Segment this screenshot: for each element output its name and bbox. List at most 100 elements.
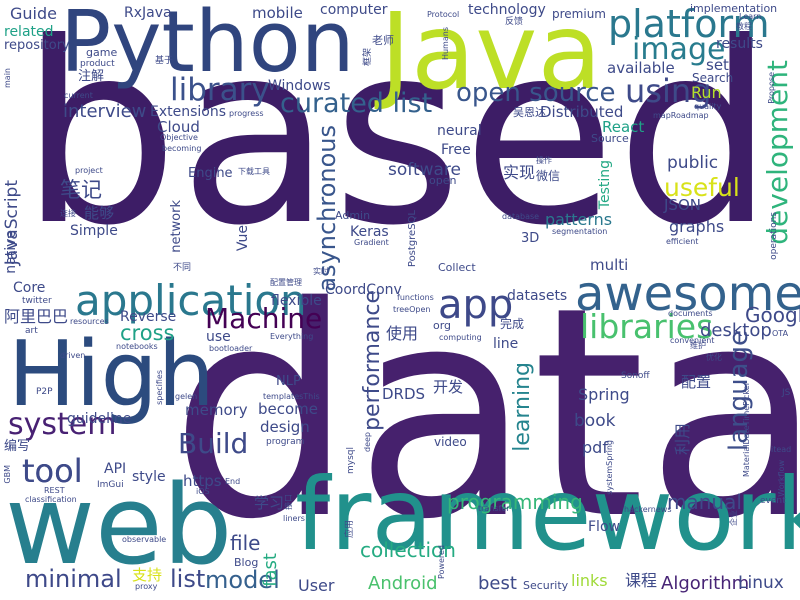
cloud-word: mapRoadmap — [653, 111, 709, 120]
cloud-word: Gradient — [354, 238, 389, 247]
cloud-word: based — [20, 0, 775, 280]
cloud-word: 注解 — [78, 69, 105, 84]
cloud-word: Keras — [350, 224, 389, 240]
cloud-word: PostgreSQL — [407, 210, 418, 268]
cloud-word: platform — [608, 2, 770, 46]
cloud-word: Powered — [437, 545, 446, 580]
cloud-word: becoming — [162, 144, 202, 153]
cloud-word: become — [258, 400, 319, 418]
cloud-word: 配置管理 — [270, 278, 302, 287]
cloud-word: database — [502, 212, 540, 221]
cloud-word: resources — [70, 317, 109, 326]
cloud-word: network — [169, 200, 184, 253]
cloud-word: program — [266, 437, 305, 447]
cloud-word: implementation — [690, 2, 778, 15]
cloud-word: set — [706, 56, 729, 74]
cloud-word: systemSpring — [605, 440, 614, 495]
cloud-word: datasets — [507, 288, 568, 304]
cloud-word: 实时 — [313, 267, 329, 276]
cloud-word: app — [438, 282, 514, 328]
cloud-word: framework — [295, 456, 800, 573]
cloud-word: web — [5, 461, 233, 589]
cloud-word: design — [260, 418, 310, 436]
cloud-word: 编写 — [4, 439, 31, 454]
cloud-word: neural — [437, 123, 482, 139]
cloud-word: documents — [668, 309, 713, 318]
cloud-word: 应用 — [345, 520, 355, 539]
cloud-word: open source — [456, 78, 616, 108]
cloud-word: multi — [590, 256, 629, 274]
cloud-word: performance — [360, 290, 385, 431]
cloud-word: 阿里巴巴 — [4, 307, 69, 326]
cloud-word: JS — [782, 388, 791, 398]
cloud-word: 微信 — [536, 169, 561, 183]
cloud-word: file — [230, 531, 261, 555]
cloud-word: 不同 — [173, 263, 192, 273]
cloud-word: Guide — [10, 4, 57, 23]
cloud-word: links — [571, 571, 608, 590]
cloud-word: functions — [397, 293, 434, 302]
cloud-word: Cloud — [157, 118, 200, 136]
cloud-word: use — [206, 329, 231, 345]
cloud-word: notebooks — [116, 342, 158, 351]
cloud-word: Reverse — [120, 309, 177, 325]
cloud-word: fast — [260, 553, 281, 587]
cloud-word: useful — [664, 173, 740, 202]
cloud-word: org — [433, 319, 452, 332]
cloud-word: CoordConv — [325, 282, 402, 298]
cloud-word: Google — [745, 303, 800, 327]
cloud-word: native — [3, 230, 19, 274]
cloud-word: graphs — [669, 217, 725, 236]
cloud-word: using — [625, 72, 712, 110]
cloud-word: Security — [523, 579, 569, 592]
cloud-word: patterns — [545, 210, 613, 229]
cloud-word: Python — [60, 0, 355, 92]
cloud-word: Flow — [588, 519, 620, 535]
cloud-word: segmentation — [552, 227, 608, 236]
cloud-word: bootloader — [209, 344, 253, 353]
cloud-word: event — [760, 496, 786, 506]
cloud-word: quality — [694, 102, 722, 111]
cloud-word: learning — [510, 362, 535, 452]
cloud-word: project — [75, 166, 103, 175]
cloud-word: 完成 — [500, 317, 525, 331]
cloud-word: 反馈 — [505, 17, 524, 27]
cloud-word: tool — [22, 452, 83, 490]
cloud-word: 利用 — [673, 423, 692, 456]
cloud-word: Run — [691, 83, 722, 102]
cloud-word: convenient — [670, 336, 715, 345]
cloud-word: minimal — [25, 565, 122, 593]
cloud-word: Build — [178, 427, 249, 460]
cloud-word: Blog — [234, 556, 259, 569]
cloud-word: manual — [667, 490, 742, 514]
cloud-word: current — [64, 91, 93, 100]
cloud-word: Propose — [767, 72, 776, 104]
cloud-word: High — [8, 322, 215, 427]
cloud-word: 教程 — [736, 22, 752, 31]
cloud-word: Protocol — [427, 10, 460, 19]
cloud-word: available — [607, 59, 675, 77]
cloud-word: classification — [25, 495, 77, 504]
cloud-word: 吴恩达 — [513, 106, 546, 119]
cloud-word: art — [25, 326, 38, 336]
cloud-word: 实现 — [503, 163, 536, 182]
cloud-word: 使用 — [386, 324, 419, 343]
cloud-word: computer — [320, 2, 388, 18]
cloud-word: Collect — [438, 261, 476, 274]
cloud-word: Humans — [441, 27, 450, 61]
cloud-word: interview — [63, 101, 147, 122]
cloud-word: public — [667, 153, 719, 173]
cloud-word: NLP — [276, 374, 301, 389]
cloud-word: Distributed — [540, 103, 624, 121]
cloud-word: Spring — [578, 385, 630, 404]
cloud-word: list — [170, 565, 206, 593]
cloud-word: Learn — [739, 12, 762, 21]
cloud-word: Free — [441, 142, 471, 158]
cloud-word: treeOpen — [393, 305, 431, 314]
cloud-word: itead — [771, 445, 792, 454]
cloud-word: 笔记 — [60, 178, 102, 202]
cloud-word: 优化 — [706, 353, 722, 362]
cloud-word: observable — [122, 535, 167, 544]
cloud-word: iOS — [196, 487, 210, 496]
cloud-word: memory — [185, 401, 248, 419]
